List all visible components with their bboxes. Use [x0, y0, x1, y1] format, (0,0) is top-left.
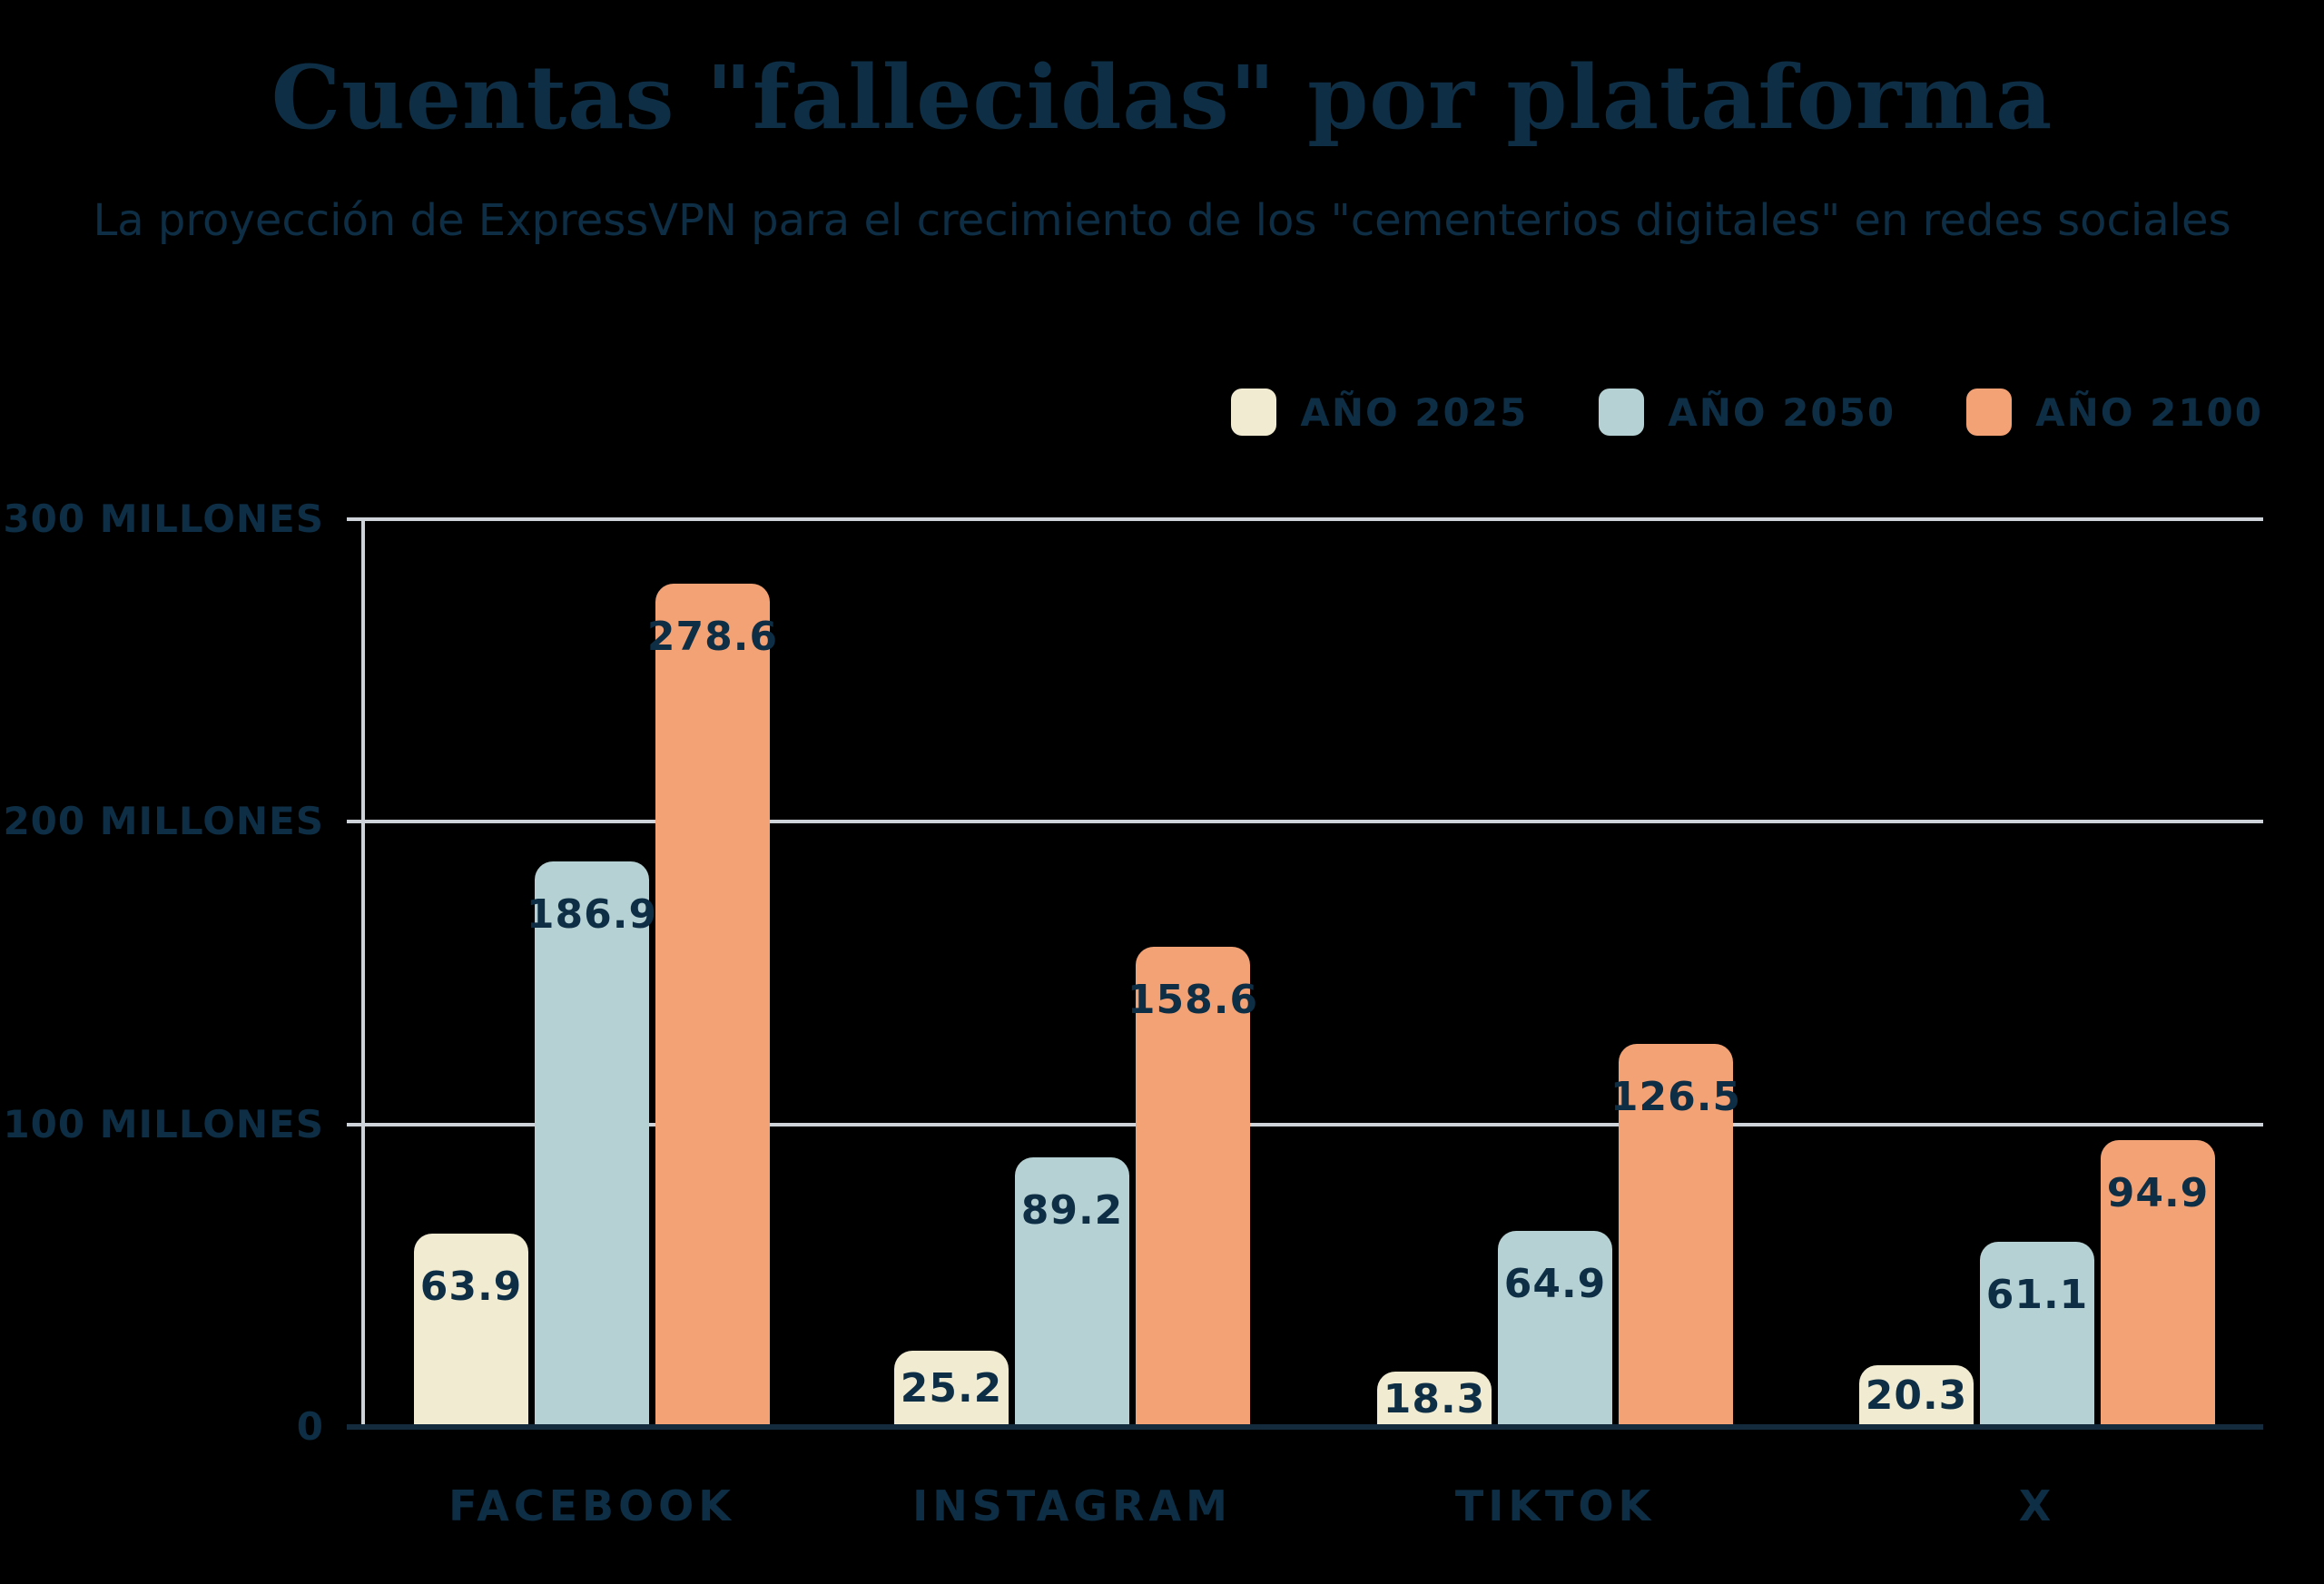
bar-value-label: 278.6	[646, 614, 779, 661]
bar-value-label: 63.9	[419, 1264, 523, 1310]
legend-item: AÑO 2050	[1599, 389, 1896, 436]
page-subtitle: La proyección de ExpressVPN para el crec…	[93, 195, 2231, 246]
bar-value-label: 61.1	[1985, 1272, 2089, 1319]
bar-value-label: 94.9	[2106, 1169, 2210, 1216]
y-axis-label: 300 MILLONES	[3, 497, 324, 541]
gridline	[347, 1122, 2263, 1127]
x-axis-line	[347, 1424, 2263, 1430]
bar-instagram-año-2050	[1015, 1156, 1129, 1427]
legend-item: AÑO 2025	[1231, 389, 1528, 436]
y-axis-line	[361, 517, 365, 1427]
bar-facebook-año-2050	[535, 861, 649, 1427]
legend-swatch-icon	[1599, 389, 1645, 436]
bar-x-año-2100	[2101, 1139, 2215, 1427]
bar-value-label: 20.3	[1865, 1372, 1968, 1420]
y-axis-label: 200 MILLONES	[3, 799, 324, 844]
bar-tiktok-año-2050	[1498, 1230, 1612, 1427]
bar-value-label: 64.9	[1503, 1260, 1607, 1307]
bar-value-label: 18.3	[1383, 1375, 1486, 1422]
bar-value-label: 25.2	[900, 1365, 1003, 1412]
gridline	[347, 820, 2263, 824]
bar-x-año-2050	[1980, 1242, 2094, 1427]
page-title: Cuentas "fallecidas" por plataforma	[271, 46, 2053, 149]
bar-tiktok-año-2100	[1619, 1044, 1733, 1427]
bar-facebook-año-2100	[655, 584, 770, 1427]
bar-value-label: 158.6	[1127, 977, 1259, 1024]
bar-instagram-año-2100	[1136, 947, 1250, 1427]
category-label-facebook: FACEBOOK	[448, 1481, 735, 1530]
legend-label: AÑO 2050	[1668, 389, 1896, 435]
y-axis-label: 100 MILLONES	[3, 1101, 324, 1146]
legend-label: AÑO 2100	[2035, 389, 2263, 435]
legend-swatch-icon	[1231, 389, 1277, 436]
bar-value-label: 126.5	[1610, 1074, 1742, 1121]
legend-label: AÑO 2025	[1300, 389, 1529, 435]
bar-tiktok-año-2025	[1377, 1372, 1492, 1427]
gridline	[347, 517, 2263, 521]
category-label-tiktok: TIKTOK	[1454, 1481, 1656, 1530]
bar-instagram-año-2025	[894, 1351, 1009, 1427]
bar-facebook-año-2025	[414, 1234, 528, 1427]
bar-value-label: 89.2	[1020, 1186, 1124, 1234]
legend-swatch-icon	[1966, 389, 2013, 436]
legend-item: AÑO 2100	[1966, 389, 2263, 436]
y-axis-label: 0	[296, 1404, 324, 1449]
legend: AÑO 2025 AÑO 2050 AÑO 2100	[1231, 389, 2263, 436]
category-label-x: X	[2018, 1481, 2056, 1530]
category-label-instagram: INSTAGRAM	[912, 1481, 1232, 1530]
bar-value-label: 186.9	[526, 891, 658, 938]
bar-x-año-2025	[1859, 1365, 1974, 1427]
